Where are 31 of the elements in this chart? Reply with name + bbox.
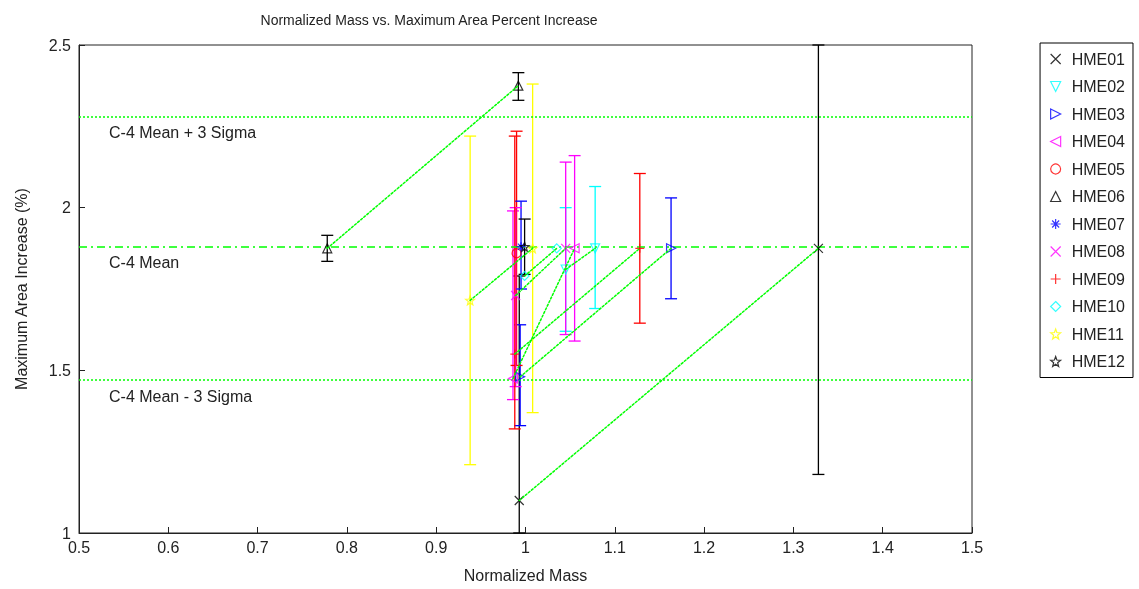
x-tick-label: 0.8	[335, 538, 359, 556]
legend-label: HME06	[1071, 188, 1126, 205]
y-tick-label: 2	[62, 199, 72, 217]
legend-label: HME08	[1071, 243, 1126, 260]
legend-label: HME03	[1071, 105, 1126, 123]
x-tick-label: 1.4	[871, 538, 894, 556]
x-tick-label: 1.5	[960, 538, 984, 556]
y-tick-label: 2.5	[48, 36, 72, 54]
legend-label: HME02	[1071, 78, 1126, 95]
x-tick-label: 0.6	[157, 538, 180, 556]
x-tick-label: 1	[521, 538, 531, 556]
legend-label: HME05	[1071, 160, 1126, 178]
legend-label: HME07	[1071, 215, 1126, 233]
x-tick-label: 1.1	[603, 538, 627, 556]
x-tick-label: 0.9	[425, 538, 448, 556]
legend-label: HME12	[1071, 353, 1126, 370]
x-tick-label: 0.7	[246, 538, 269, 556]
legend-label: HME01	[1071, 50, 1126, 68]
chart-title: Normalized Mass vs. Maximum Area Percent Increase	[260, 12, 598, 28]
y-axis-title: Maximum Area Increase (%)	[12, 188, 30, 390]
ref-line-label: C-4 Mean	[109, 254, 180, 272]
legend-label: HME09	[1071, 270, 1126, 288]
ref-line-label: C-4 Mean - 3 Sigma	[109, 387, 253, 405]
x-tick-label: 1.2	[692, 538, 716, 556]
legend-label: HME10	[1071, 298, 1126, 315]
y-tick-label: 1.5	[48, 361, 72, 379]
x-axis-title: Normalized Mass	[463, 566, 588, 584]
legend-label: HME11	[1071, 325, 1124, 343]
x-tick-label: 1.3	[782, 538, 805, 556]
ref-line-label: C-4 Mean + 3 Sigma	[109, 124, 257, 142]
legend-label: HME04	[1071, 133, 1126, 150]
